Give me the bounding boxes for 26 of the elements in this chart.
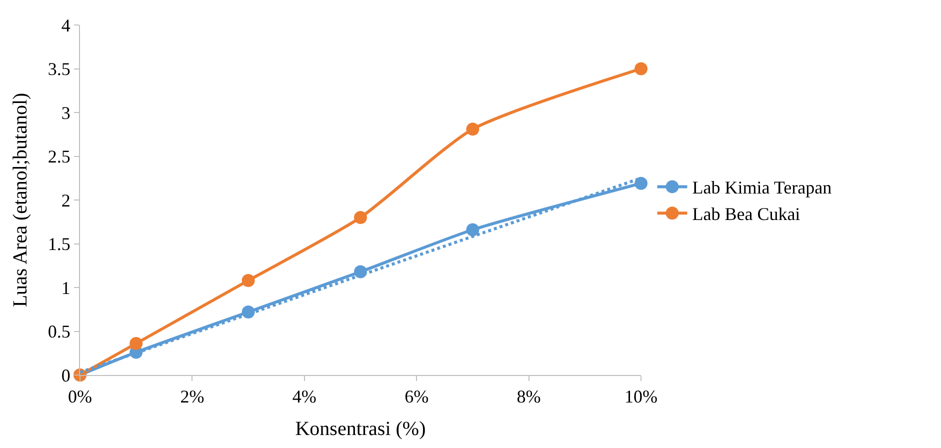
x-tick-label: 2% [180, 386, 204, 407]
y-tick-label: 1.5 [48, 234, 70, 254]
y-tick-label: 2 [61, 190, 70, 210]
x-tick-label: 10% [624, 386, 658, 407]
x-tick-label: 6% [404, 386, 429, 407]
point [634, 176, 648, 190]
y-tick-label: 3 [61, 102, 70, 123]
y-tick-label: 0 [61, 365, 70, 386]
point [466, 122, 480, 136]
x-tick-label: 4% [292, 386, 316, 407]
y-tick-label: 2.5 [48, 146, 70, 167]
y-tick-label: 4 [61, 15, 70, 36]
x-tick-label: 8% [516, 386, 541, 407]
point [354, 211, 367, 224]
point [242, 274, 255, 287]
x-axis-title: Konsentrasi (%) [295, 418, 426, 440]
point [634, 62, 648, 76]
legend-label: Lab Kimia Terapan [692, 178, 832, 198]
y-tick-label: 3.5 [48, 59, 70, 80]
y-tick-label: 0.5 [48, 322, 70, 342]
point [466, 223, 480, 236]
legend-label: Lab Bea Cukai [692, 204, 800, 224]
y-tick-label: 1 [61, 278, 70, 298]
y-axis-title: Luas Area (etanol;butanol) [9, 92, 32, 308]
x-tick-label: 0% [68, 386, 92, 407]
point [130, 337, 143, 350]
